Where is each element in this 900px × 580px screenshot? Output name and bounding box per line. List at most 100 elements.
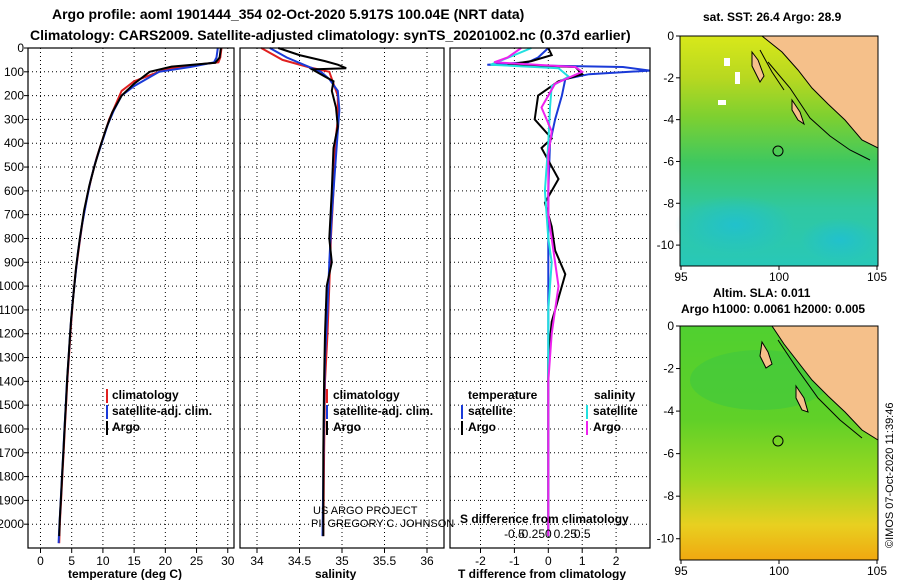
depth-tick-label: 1300 xyxy=(0,351,24,365)
salinity-xlabel: salinity xyxy=(315,567,357,580)
sst-island xyxy=(751,50,765,83)
depth-tick-label: 200 xyxy=(4,89,24,103)
map-x-tick-label: 100 xyxy=(769,270,789,284)
legend-swatch-climatology xyxy=(326,389,328,403)
s-tick-label: 0.25 xyxy=(554,527,578,541)
legend-swatch-temp-satellite xyxy=(461,405,463,419)
depth-tick-label: 2000 xyxy=(0,517,24,531)
x-tick-label: 36 xyxy=(420,554,434,568)
imos-timestamp: ©IMOS 07-Oct-2020 11:39:46 xyxy=(884,403,896,548)
salinity-legend: climatology satellite-adj. clim. Argo xyxy=(326,388,433,435)
x-tick-label: 34 xyxy=(250,554,264,568)
depth-tick-label: 1500 xyxy=(0,398,24,412)
sla-map-title: Altim. SLA: 0.011 xyxy=(713,286,811,300)
map-y-tick-label: -2 xyxy=(663,71,674,85)
legend-swatch-argo xyxy=(326,421,328,435)
temperature-xlabel: temperature (deg C) xyxy=(68,567,182,580)
depth-tick-label: 1200 xyxy=(0,327,24,341)
x-tick-label: 20 xyxy=(159,554,173,568)
map-x-tick-label: 105 xyxy=(867,270,887,284)
sst-map-title: sat. SST: 26.4 Argo: 28.9 xyxy=(703,10,842,24)
depth-tick-label: 1100 xyxy=(0,303,24,317)
sla-map-ticks: 0 -2 -4 -6 -8 -10 95 100 105 xyxy=(657,319,888,578)
legend-label-argo: Argo xyxy=(112,420,140,434)
sst-bathymetry-contour xyxy=(759,49,785,91)
credit-pi: PI: GREGORY C. JOHNSON xyxy=(311,518,454,530)
x-tick-label: 34.5 xyxy=(288,554,312,568)
legend-header-temperature: temperature xyxy=(468,388,538,402)
legend-label-argo: Argo xyxy=(333,420,361,434)
legend-swatch-satellite xyxy=(106,405,108,419)
s-tick-label: -0.5 xyxy=(504,527,525,541)
series-line-climatology xyxy=(58,47,223,544)
header-line-1: Argo profile: aoml 1901444_354 02-Oct-20… xyxy=(52,6,524,22)
series-line-satellite-adj-clim- xyxy=(57,47,219,544)
legend-label-satellite: satellite-adj. clim. xyxy=(112,404,212,418)
legend-swatch-sal-argo xyxy=(586,421,588,435)
depth-tick-label: 0 xyxy=(17,41,24,55)
sst-missing-data xyxy=(718,100,726,105)
x-tick-label: 0 xyxy=(37,554,44,568)
depth-tick-label: 1000 xyxy=(0,279,24,293)
map-y-tick-label: 0 xyxy=(667,29,674,43)
legend-label-climatology: climatology xyxy=(333,388,400,402)
x-tick-label: 25 xyxy=(190,554,204,568)
depth-tick-label: 400 xyxy=(4,136,24,150)
difference-xlabel: T difference from climatology xyxy=(458,567,626,580)
series-line-salinity-argo xyxy=(493,47,585,537)
map-y-tick-label: -10 xyxy=(657,238,675,252)
map-y-tick-label: -2 xyxy=(663,362,674,376)
map-y-tick-label: -6 xyxy=(663,154,674,168)
series-line-temperature-argo xyxy=(507,47,585,537)
series-line-argo xyxy=(277,47,347,537)
sla-bathymetry-contour xyxy=(777,339,863,439)
x-tick-label: 35.5 xyxy=(373,554,397,568)
x-tick-label: -2 xyxy=(475,554,486,568)
map-y-tick-label: -10 xyxy=(657,532,675,546)
series-line-argo xyxy=(58,47,222,537)
depth-tick-label: 900 xyxy=(4,255,24,269)
s-tick-label: -0.25 xyxy=(518,527,546,541)
legend-label-satellite: satellite-adj. clim. xyxy=(333,404,433,418)
sst-map-ticks: 0 -2 -4 -6 -8 -10 95 100 105 xyxy=(657,29,888,284)
sst-cool-patch xyxy=(675,195,795,255)
legend-label-temp-argo: Argo xyxy=(468,420,496,434)
header-line-2: Climatology: CARS2009. Satellite-adjuste… xyxy=(30,27,631,43)
s-axis-title: S difference from climatology xyxy=(460,512,629,526)
temperature-legend: climatology satellite-adj. clim. Argo xyxy=(106,388,212,435)
sst-missing-data xyxy=(724,58,730,66)
x-tick-label: 35 xyxy=(335,554,349,568)
depth-tick-label: 1800 xyxy=(0,470,24,484)
legend-label-sal-argo: Argo xyxy=(593,420,621,434)
map-x-tick-label: 95 xyxy=(674,564,688,578)
depth-tick-label: 1700 xyxy=(0,446,24,460)
depth-tick-label: 800 xyxy=(4,231,24,245)
legend-swatch-sal-satellite xyxy=(586,405,588,419)
s-tick-label: 0.5 xyxy=(574,527,591,541)
map-y-tick-label: -8 xyxy=(663,489,674,503)
map-x-tick-label: 100 xyxy=(769,564,789,578)
depth-tick-label: 700 xyxy=(4,208,24,222)
difference-legend: temperature salinity satellite Argo sate… xyxy=(461,388,638,435)
depth-tick-label: 1900 xyxy=(0,493,24,507)
sst-argo-position-marker xyxy=(772,145,784,157)
legend-swatch-temp-argo xyxy=(461,421,463,435)
legend-swatch-argo xyxy=(106,421,108,435)
temperature-panel: 0 5 10 15 20 25 30 xyxy=(27,47,235,568)
sla-argo-position-marker xyxy=(772,435,784,447)
map-y-tick-label: -4 xyxy=(663,404,674,418)
map-x-tick-label: 95 xyxy=(674,270,688,284)
sla-island xyxy=(759,340,773,369)
depth-tick-label: 500 xyxy=(4,160,24,174)
x-tick-label: 30 xyxy=(221,554,235,568)
map-y-tick-label: -4 xyxy=(663,113,674,127)
legend-label-climatology: climatology xyxy=(112,388,179,402)
x-tick-label: -1 xyxy=(509,554,520,568)
legend-swatch-satellite xyxy=(326,405,328,419)
sst-missing-data xyxy=(735,72,740,84)
map-y-tick-label: 0 xyxy=(667,319,674,333)
sst-map: sat. SST: 26.4 Argo: 28.9 0 -2 -4 -6 -8 -10 95… xyxy=(657,10,888,284)
x-tick-label: 5 xyxy=(68,554,75,568)
map-y-tick-label: -6 xyxy=(663,447,674,461)
